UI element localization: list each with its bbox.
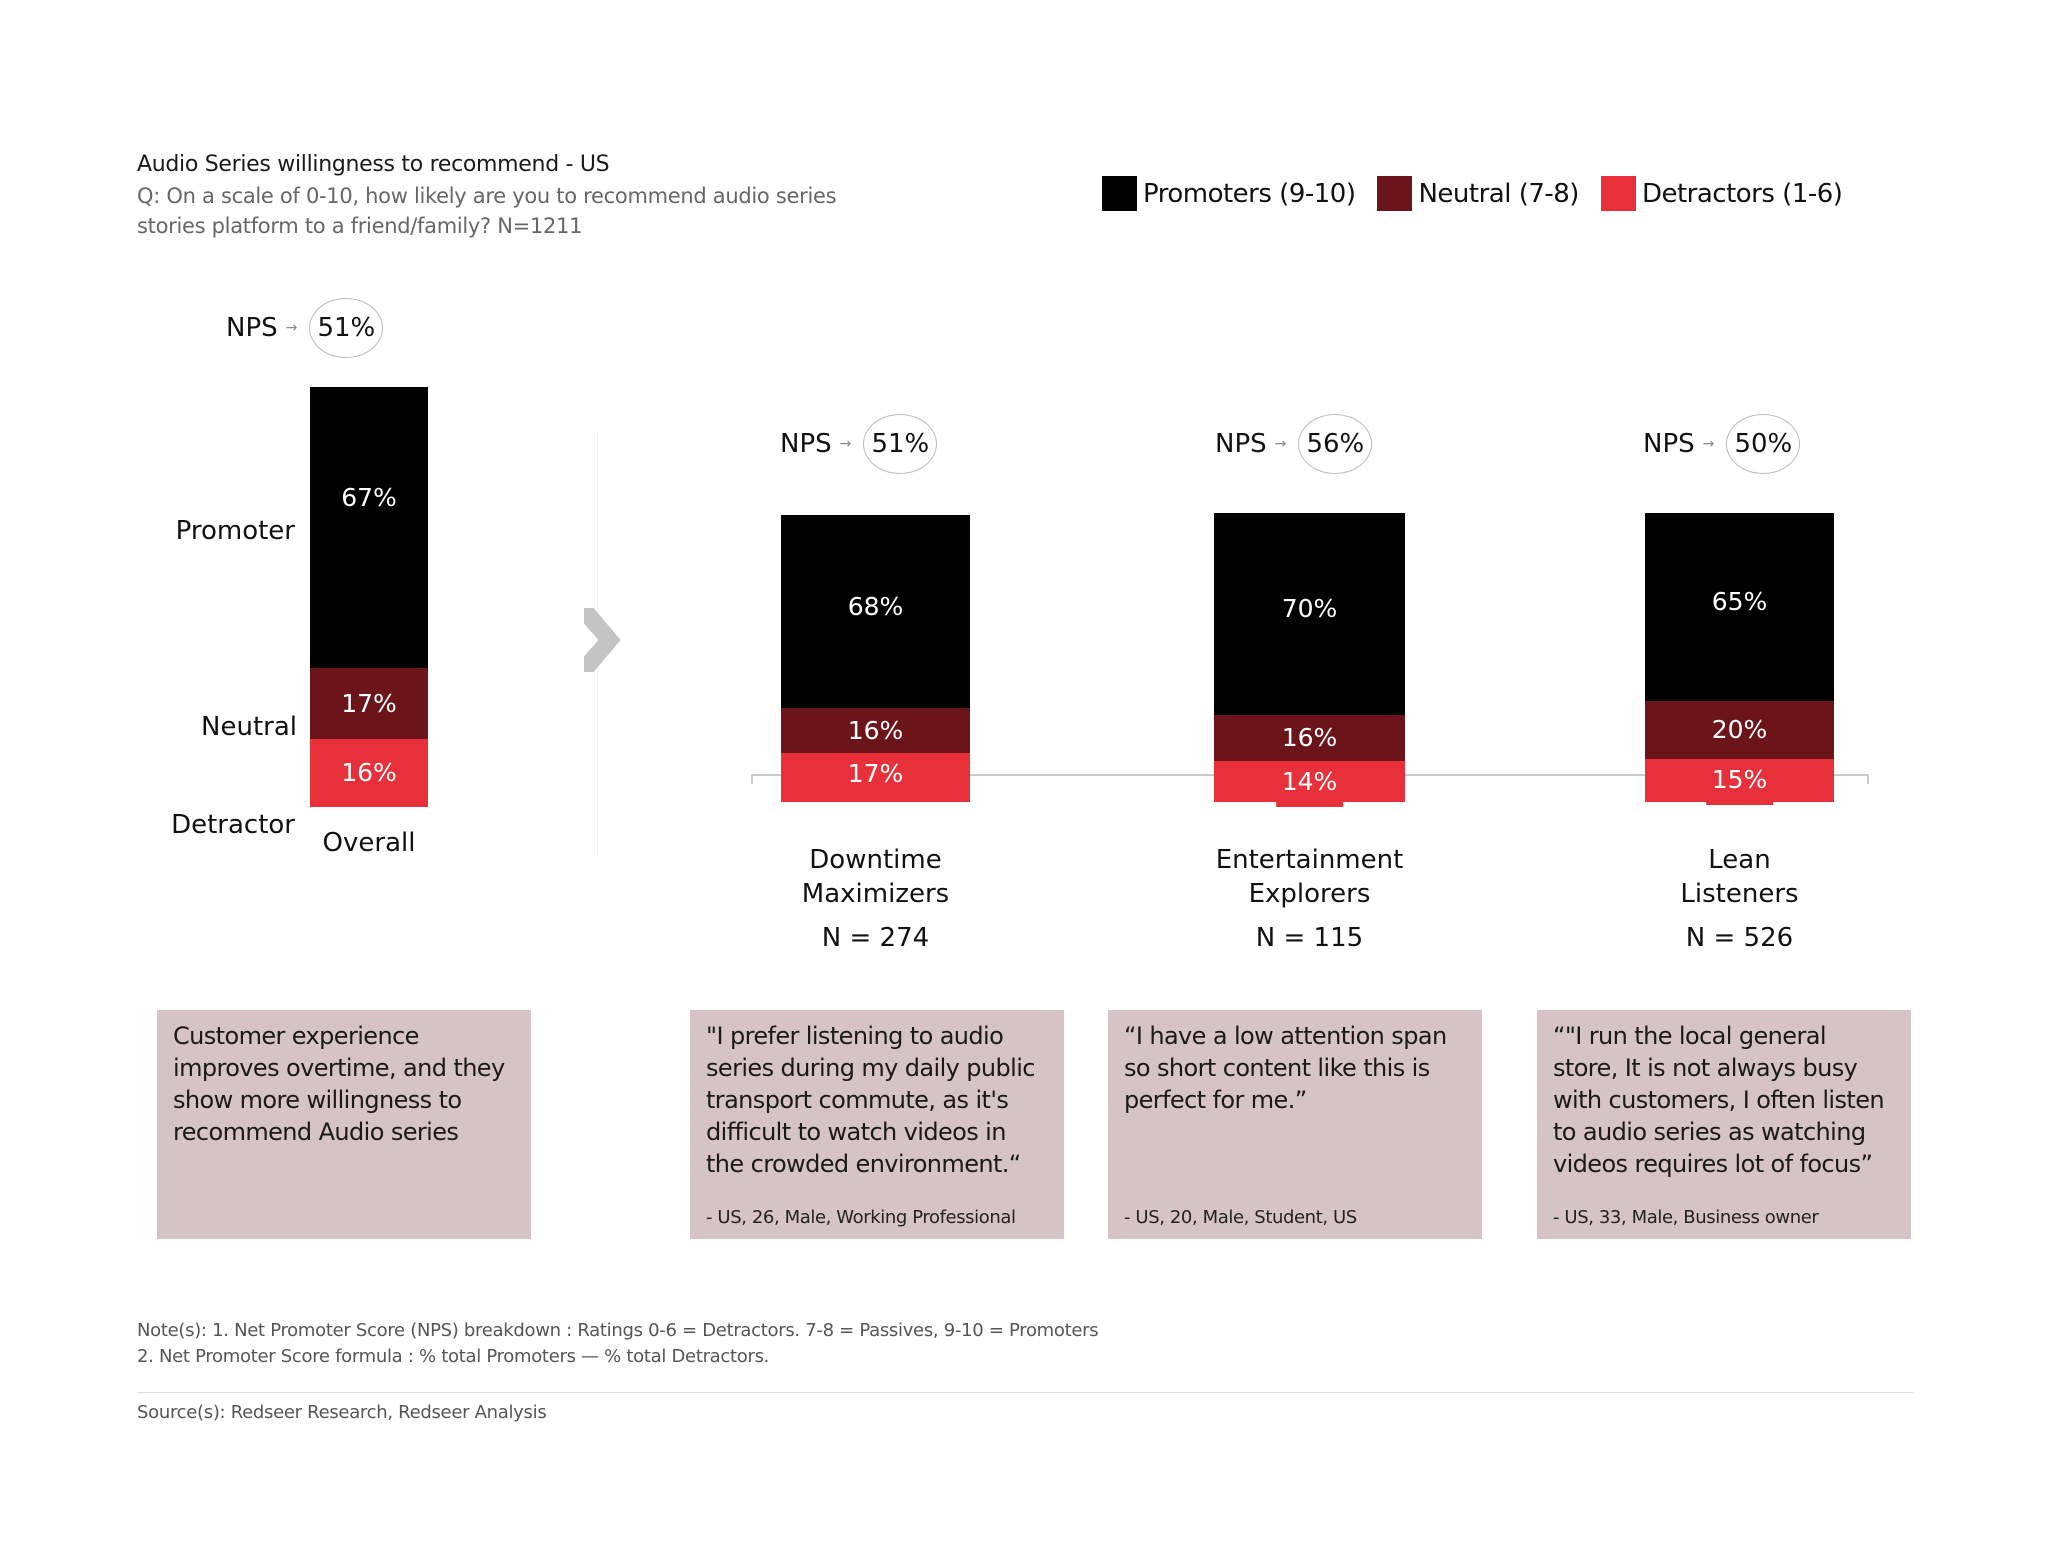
subtitle-line-2: stories platform to a friend/family? N=1… (137, 214, 583, 238)
quote-attribution: - US, 33, Male, Business owner (1553, 1207, 1819, 1228)
bar-segment-promoter: 70% (1214, 513, 1405, 715)
quote-text: “I have a low attention span so short co… (1124, 1022, 1447, 1114)
legend-item-neutral: Neutral (7-8) (1377, 176, 1579, 211)
nps-indicator: NPS → 56% (1215, 414, 1373, 474)
row-label-neutral: Neutral (201, 712, 297, 742)
legend-item-detractors: Detractors (1-6) (1600, 176, 1843, 211)
nps-value: 51% (309, 298, 384, 358)
arrow-right-icon: → (839, 436, 852, 452)
arrow-right-icon: → (1274, 436, 1287, 452)
sample-size: N = 274 (821, 923, 930, 953)
bar-value-label: 16% (847, 715, 904, 745)
nps-indicator: NPS → 51% (226, 298, 384, 358)
bar-value-label: 15% (1705, 761, 1774, 805)
nps-label: NPS (1215, 429, 1267, 459)
category-label-entertainment-explorers: Entertainment Explorers N = 115 (1180, 843, 1440, 955)
footer-divider (137, 1392, 1913, 1393)
arrow-right-icon: → (1702, 436, 1715, 452)
chart-subtitle: Q: On a scale of 0-10, how likely are yo… (137, 181, 857, 241)
bar-segment-neutral: 17% (310, 668, 428, 739)
legend-swatch-promoters (1102, 176, 1137, 211)
bar-segment-neutral: 16% (781, 708, 970, 753)
quote-card-lean-listeners: “"I run the local general store, It is n… (1537, 1010, 1911, 1239)
bar-segment-detractor: 15% (1645, 759, 1834, 805)
nps-label: NPS (780, 429, 832, 459)
legend-swatch-neutral (1377, 176, 1413, 211)
nps-indicator: NPS → 50% (1643, 414, 1801, 474)
quote-card-entertainment-explorers: “I have a low attention span so short co… (1108, 1010, 1482, 1239)
bar-value-label: 16% (341, 758, 397, 787)
bar-value-label: 20% (1711, 715, 1768, 744)
bar-segment-detractor: 17% (781, 753, 970, 802)
bar-value-label: 16% (1281, 723, 1338, 752)
quote-text: "I prefer listening to audio series duri… (706, 1022, 1035, 1178)
quote-text: “"I run the local general store, It is n… (1553, 1022, 1885, 1178)
footnote-2: 2. Net Promoter Score formula : % total … (137, 1346, 770, 1367)
bar-value-label: 67% (341, 482, 397, 512)
nps-label: NPS (226, 313, 278, 343)
bar-segment-promoter: 68% (781, 515, 970, 708)
bar-value-label: 65% (1711, 587, 1768, 616)
category-label-overall: Overall (310, 826, 428, 860)
quote-attribution: - US, 26, Male, Working Professional (706, 1207, 1016, 1228)
row-label-promoter: Promoter (175, 516, 295, 546)
source-note: Source(s): Redseer Research, Redseer Ana… (137, 1402, 547, 1423)
category-label-line: Explorers (1248, 879, 1371, 909)
bar-segment-neutral: 20% (1645, 701, 1834, 759)
nps-value: 50% (1726, 414, 1801, 474)
category-label-line: Overall (322, 828, 416, 858)
row-label-detractor: Detractor (171, 810, 295, 840)
legend-item-promoters: Promoters (9-10) (1102, 176, 1356, 211)
category-label-line: Entertainment (1215, 845, 1404, 875)
bar-value-label: 70% (1281, 594, 1338, 623)
category-label-downtime-maximizers: Downtime Maximizers N = 274 (746, 843, 1006, 955)
quote-attribution: - US, 20, Male, Student, US (1124, 1207, 1357, 1228)
category-label-lean-listeners: Lean Listeners N = 526 (1610, 843, 1870, 955)
sample-size: N = 526 (1685, 923, 1794, 953)
bar-segment-promoter: 65% (1645, 513, 1834, 701)
legend-label-promoters: Promoters (9-10) (1143, 178, 1356, 209)
quote-card-downtime-maximizers: "I prefer listening to audio series duri… (690, 1010, 1064, 1239)
subtitle-line-1: Q: On a scale of 0-10, how likely are yo… (137, 184, 837, 208)
category-label-line: Listeners (1680, 879, 1799, 909)
nps-value: 56% (1298, 414, 1373, 474)
bar-segment-detractor: 16% (310, 739, 428, 807)
insight-text: Customer experience improves overtime, a… (173, 1022, 505, 1146)
bar-segment-promoter: 67% (310, 387, 428, 668)
sample-size: N = 115 (1255, 923, 1364, 953)
bar-value-label: 14% (1275, 763, 1344, 807)
bar-value-label: 17% (841, 755, 910, 799)
bar-value-label: 68% (847, 591, 904, 621)
category-label-line: Lean (1708, 845, 1771, 875)
bar-segment-neutral: 16% (1214, 715, 1405, 761)
bar-segment-detractor: 14% (1214, 761, 1405, 807)
footnote-1: Note(s): 1. Net Promoter Score (NPS) bre… (137, 1320, 1099, 1341)
legend-swatch-detractors (1600, 176, 1636, 211)
bar-value-label: 17% (341, 688, 397, 718)
stacked-bar-chart: 67% 17% 16% NPS → 51% Overall 68% 16% 17% NPS → 51% D… (226, 298, 1870, 955)
category-label-line: Maximizers (801, 879, 950, 909)
legend-label-detractors: Detractors (1-6) (1641, 178, 1843, 209)
legend: Promoters (9-10) Neutral (7-8) Detractor… (1102, 176, 1864, 211)
legend-label-neutral: Neutral (7-8) (1418, 178, 1579, 209)
chart-title: Audio Series willingness to recommend - … (137, 152, 610, 177)
nps-value: 51% (863, 414, 938, 474)
arrow-right-icon: → (285, 320, 298, 336)
category-label-line: Downtime (809, 845, 942, 875)
nps-indicator: NPS → 51% (780, 414, 938, 474)
insight-card: Customer experience improves overtime, a… (157, 1010, 531, 1239)
chevron-right-icon (582, 606, 624, 674)
nps-label: NPS (1643, 429, 1695, 459)
